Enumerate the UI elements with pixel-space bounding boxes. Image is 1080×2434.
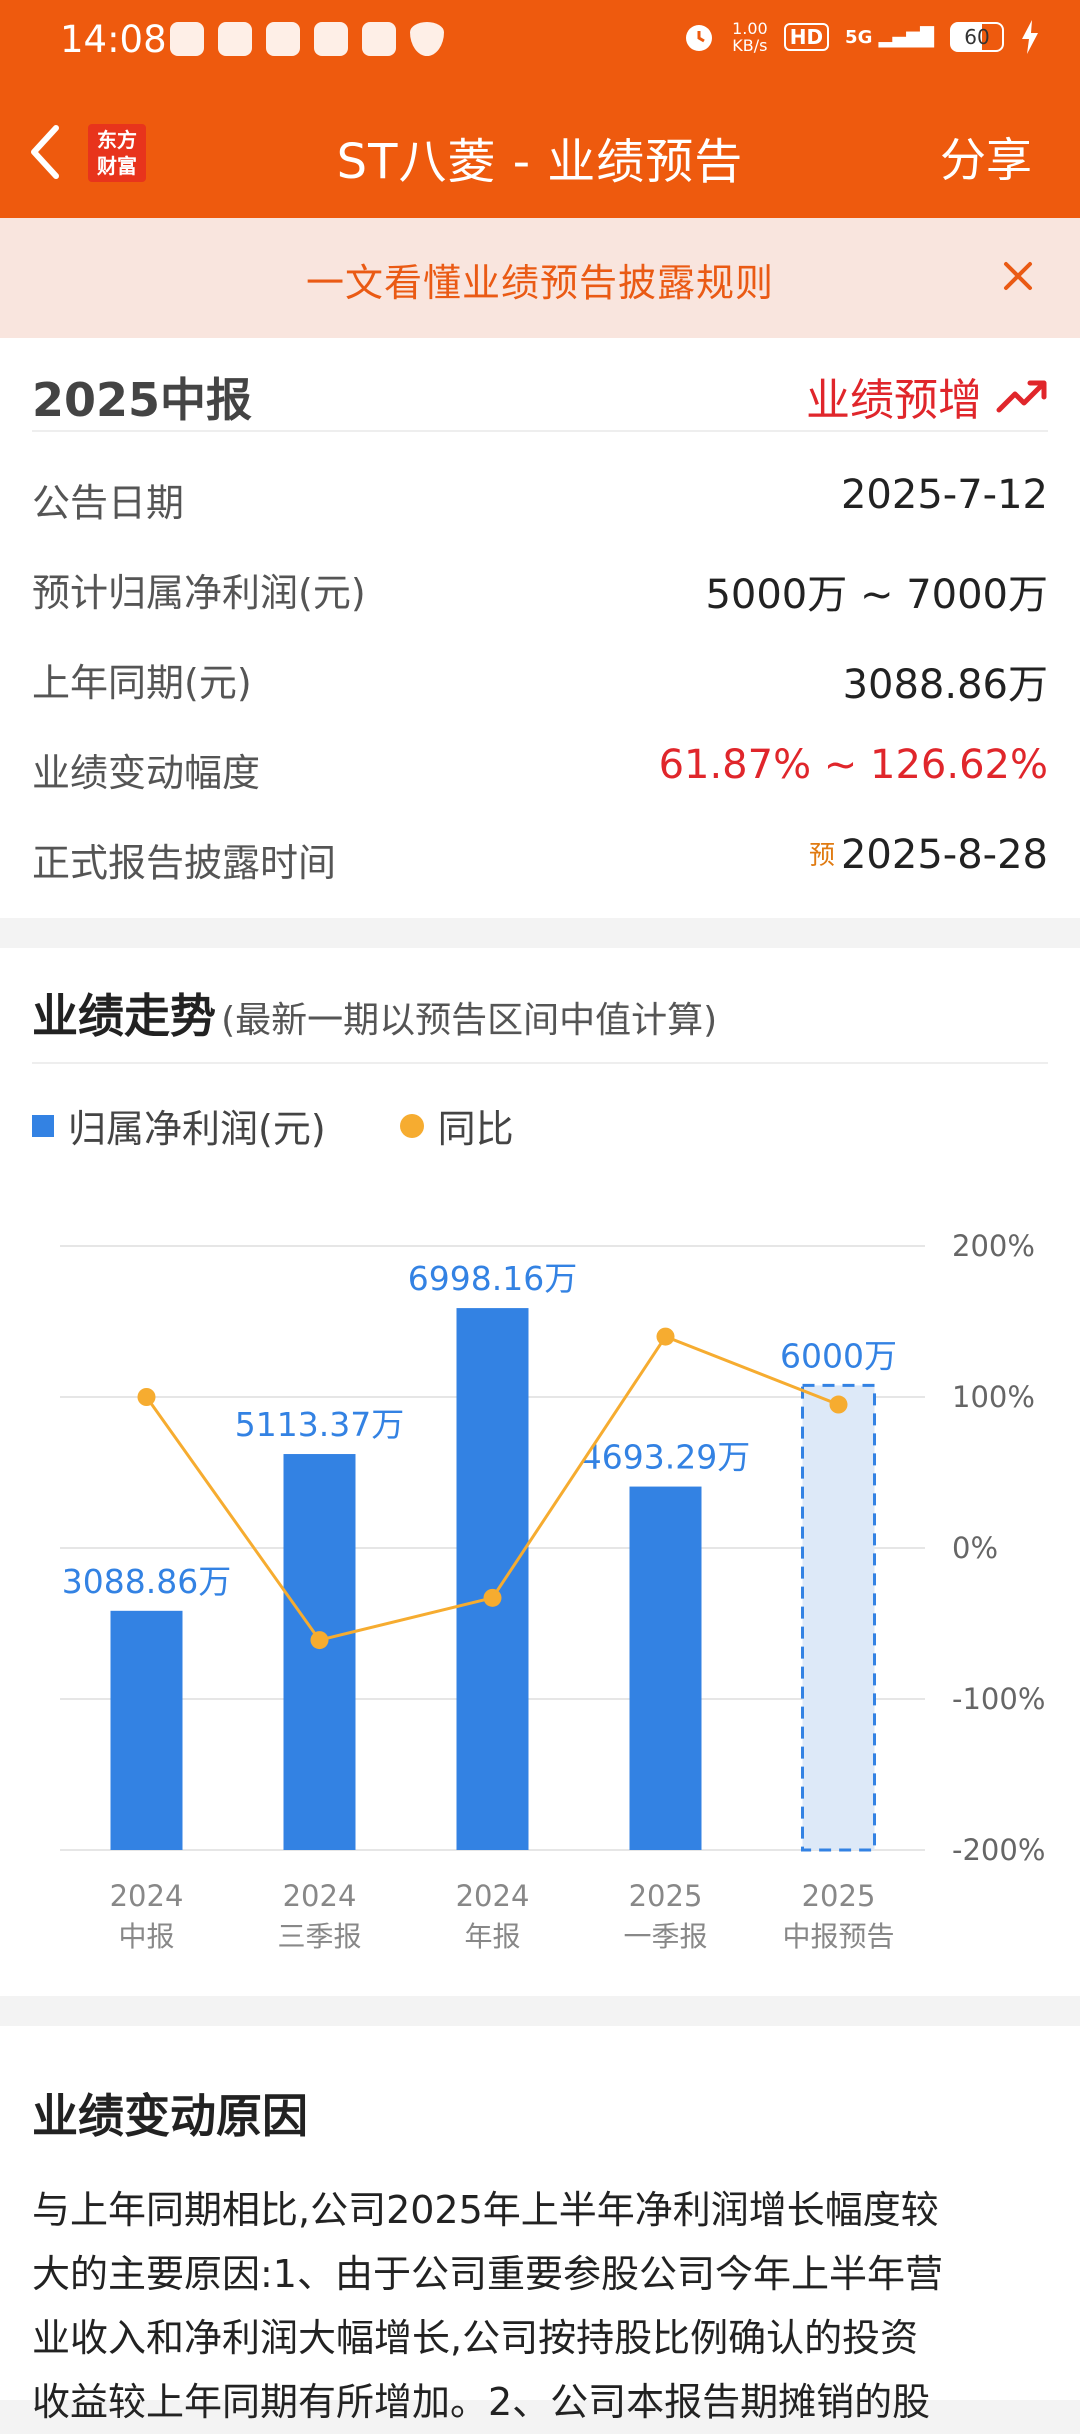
legend-line-label[interactable]: 同比 xyxy=(437,1107,514,1151)
x-tick-sublabel: 一季报 xyxy=(623,1920,707,1953)
x-tick-sublabel: 中报 xyxy=(118,1920,174,1953)
nav-bar: 东方 财富 ST八菱 - 业绩预告 分享 xyxy=(0,82,1080,218)
notification-icons xyxy=(170,22,444,56)
y-tick-label: 100% xyxy=(952,1380,1035,1414)
share-button[interactable]: 分享 xyxy=(940,133,1032,187)
bar-value-label: 6998.16万 xyxy=(408,1259,577,1298)
yoy-point xyxy=(656,1327,675,1346)
alarm-icon xyxy=(686,25,713,51)
bar xyxy=(629,1486,702,1850)
net-speed: 1.00 KB/s xyxy=(732,19,768,55)
row-expected-profit: 预计归属净利润(元) 5000万 ~ 7000万 xyxy=(32,571,1048,618)
reason-card: 业绩变动原因 与上年同期相比,公司2025年上半年净利润增长幅度较 大的主要原因… xyxy=(0,2026,1080,2424)
hd-badge: HD xyxy=(783,23,830,51)
x-tick-sublabel: 三季报 xyxy=(277,1920,361,1953)
x-tick-sublabel: 中报预告 xyxy=(782,1920,894,1953)
legend-bar-label[interactable]: 归属净利润(元) xyxy=(68,1107,326,1151)
bar xyxy=(456,1308,529,1850)
x-tick-label: 2024 xyxy=(110,1879,184,1913)
app-notification-icon xyxy=(266,22,300,56)
shield-icon xyxy=(410,22,444,56)
signal-icon: 5G ▂▄▆█ xyxy=(845,26,934,48)
y-tick-label: -100% xyxy=(952,1682,1045,1716)
bar-value-label: 5113.37万 xyxy=(235,1405,404,1444)
yoy-point xyxy=(483,1588,502,1607)
trend-card: 业绩走势 (最新一期以预告区间中值计算) 200% 100% 0% -100% -200… xyxy=(0,948,1080,1996)
reason-text: 与上年同期相比,公司2025年上半年净利润增长幅度较 大的主要原因:1、由于公司… xyxy=(32,2188,943,2424)
trend-subtitle: (最新一期以预告区间中值计算) xyxy=(221,1000,718,1041)
x-tick-sublabel: 年报 xyxy=(464,1920,520,1953)
bar-value-label: 3088.86万 xyxy=(62,1562,231,1601)
battery-icon: 60 xyxy=(950,22,1004,52)
trend-up-icon xyxy=(996,380,1047,413)
page-title: ST八菱 - 业绩预告 xyxy=(336,134,744,190)
forecast-type: 业绩预增 xyxy=(806,364,1048,428)
report-period: 2025中报 xyxy=(32,373,253,427)
trend-header: 业绩走势 (最新一期以预告区间中值计算) xyxy=(32,980,1048,1064)
app-notification-icon xyxy=(218,22,252,56)
forecast-bar xyxy=(801,1383,876,1852)
forecast-header: 2025中报 业绩预增 xyxy=(32,364,1048,432)
x-tick-label: 2025 xyxy=(802,1879,876,1913)
forecast-card: 2025中报 业绩预增 公告日期 2025-7-12 预计归属净利润(元) 50… xyxy=(0,338,1080,918)
legend-bar-swatch xyxy=(32,1114,54,1137)
trend-title: 业绩走势 xyxy=(32,989,216,1043)
legend-line-swatch xyxy=(399,1113,424,1138)
yoy-point xyxy=(829,1395,848,1414)
charging-icon xyxy=(1022,20,1038,54)
x-tick-label: 2024 xyxy=(456,1879,530,1913)
y-tick-label: -200% xyxy=(952,1833,1045,1867)
profit-chart[interactable]: 200% 100% 0% -100% -200% 3088.86万 2024 中报 5113.3… xyxy=(0,948,1080,1996)
banner-text[interactable]: 一文看懂业绩预告披露规则 xyxy=(305,261,774,305)
chart-legend: 归属净利润(元) 同比 xyxy=(32,1098,514,1153)
y-tick-label: 0% xyxy=(952,1531,998,1565)
bar xyxy=(283,1454,356,1850)
app-notification-icon xyxy=(314,22,348,56)
x-tick-label: 2024 xyxy=(283,1879,357,1913)
estimate-badge: 预 xyxy=(808,841,835,871)
app-notification-icon xyxy=(362,22,396,56)
back-icon[interactable] xyxy=(26,122,66,182)
app-notification-icon xyxy=(170,22,204,56)
bar-value-label: 6000万 xyxy=(780,1336,897,1375)
eastmoney-logo: 东方 财富 xyxy=(88,124,146,182)
status-time: 14:08 xyxy=(60,18,167,61)
status-bar: 14:08 1.00 KB/s HD 5G ▂▄▆█ 60 xyxy=(0,0,1080,82)
y-tick-label: 200% xyxy=(952,1229,1035,1263)
yoy-point xyxy=(310,1631,329,1650)
close-icon[interactable] xyxy=(998,256,1038,296)
row-last-year: 上年同期(元) 3088.86万 xyxy=(32,661,1048,708)
bar-value-label: 4693.29万 xyxy=(581,1438,750,1477)
reason-title: 业绩变动原因 xyxy=(32,2089,308,2143)
row-change-range: 业绩变动幅度 61.87% ~ 126.62% xyxy=(32,742,1048,795)
row-disclosure-date: 正式报告披露时间 预 2025-8-28 xyxy=(32,832,1048,885)
rules-banner[interactable]: 一文看懂业绩预告披露规则 xyxy=(0,218,1080,338)
header: 14:08 1.00 KB/s HD 5G ▂▄▆█ 60 东方 财富 ST八菱 -… xyxy=(0,0,1080,218)
yoy-point xyxy=(137,1388,156,1406)
x-tick-label: 2025 xyxy=(629,1879,703,1913)
status-right: 1.00 KB/s HD 5G ▂▄▆█ 60 xyxy=(682,20,1040,54)
bar xyxy=(110,1610,183,1850)
row-announce-date: 公告日期 2025-7-12 xyxy=(32,472,1048,525)
